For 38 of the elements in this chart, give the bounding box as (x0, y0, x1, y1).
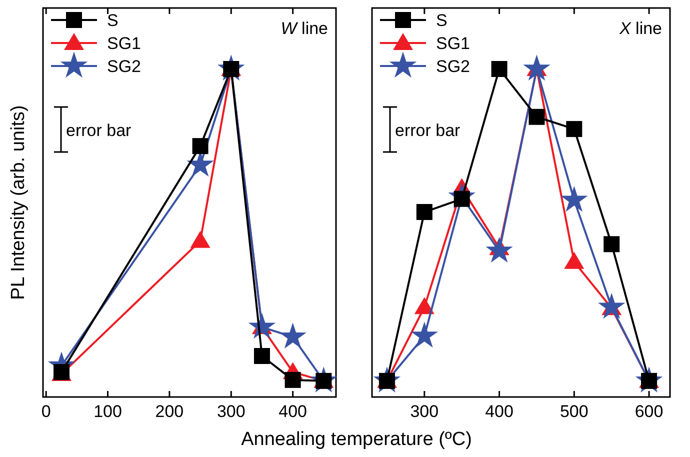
annotation: error bar (395, 121, 461, 140)
x-tick-label: 300 (410, 402, 439, 421)
point (486, 236, 513, 263)
x-tick-label: 100 (94, 402, 122, 421)
y-axis-title: PL Intensity (arb. units) (8, 105, 29, 300)
point (192, 138, 208, 154)
text: X line (618, 19, 662, 38)
point (598, 292, 626, 319)
x-tick-label: 300 (216, 402, 246, 421)
point (410, 322, 438, 348)
x-tick-label: 200 (155, 402, 184, 421)
x-tick-label: 400 (485, 402, 514, 421)
legend-label: SG2 (107, 57, 142, 76)
point (254, 348, 270, 364)
x-tick-label: 400 (278, 402, 308, 421)
x-axis-title: Annealing temperature (ºC) (241, 429, 472, 450)
point (414, 297, 434, 314)
legend-label: SG1 (436, 34, 470, 53)
text: W line (280, 19, 328, 38)
x-tick-label: 500 (560, 402, 588, 421)
point (284, 372, 301, 388)
point (604, 236, 620, 252)
legend-label: S (107, 11, 118, 30)
point (564, 252, 584, 269)
annotation: error bar (66, 121, 132, 140)
point (566, 121, 582, 138)
x-tick-label: 600 (634, 402, 664, 421)
legend-label: SG1 (107, 34, 142, 53)
x-tick-label: 0 (41, 402, 51, 421)
legend-label: S (436, 11, 448, 30)
point (190, 230, 210, 248)
point (560, 186, 588, 212)
point (416, 204, 432, 220)
point (523, 54, 550, 81)
point (528, 108, 545, 125)
point (491, 61, 508, 77)
point (279, 322, 306, 349)
legend-label: SG2 (436, 57, 470, 76)
